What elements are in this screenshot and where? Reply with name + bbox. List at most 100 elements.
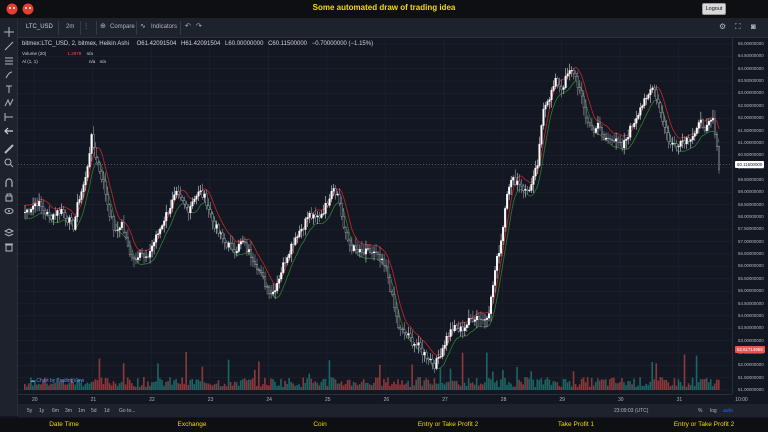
price-tick-label: 54.50000000 (738, 300, 764, 306)
candle-body (26, 209, 29, 213)
candle-body (717, 146, 721, 170)
price-tick-label: 60.50000000 (738, 152, 764, 158)
volume-bar (679, 382, 682, 390)
eye-icon[interactable] (4, 206, 14, 216)
volume-bar (241, 379, 244, 390)
range-button[interactable]: 3m (65, 408, 72, 414)
volume-bar (352, 381, 355, 390)
fib-icon[interactable] (4, 56, 14, 66)
candle-body (219, 232, 222, 234)
chart-type-icon[interactable]: ⫶ (85, 22, 87, 31)
indicators-button[interactable]: Indicators (151, 24, 178, 30)
volume-bar (247, 379, 250, 390)
symbol-search[interactable]: LTC_USD (26, 24, 53, 30)
fullscreen-icon[interactable]: ⛶ (735, 22, 741, 31)
volume-bar (153, 382, 155, 390)
percent-toggle[interactable]: % (698, 408, 703, 414)
trend-line-icon[interactable] (4, 41, 14, 51)
candle-body (653, 87, 656, 91)
compare-icon[interactable]: ⊕ (100, 23, 106, 30)
log-toggle[interactable]: log (710, 408, 717, 414)
legend-series[interactable]: bitmex:LTC_USD, 2, bitmex, Heikin Ashi (22, 41, 129, 47)
back-arrow-icon[interactable] (4, 126, 14, 136)
auto-toggle[interactable]: auto (723, 408, 733, 414)
candle-body (126, 237, 129, 247)
candle-body (627, 136, 630, 140)
volume-bar (685, 386, 688, 390)
price-tick-label: 65.00000000 (738, 41, 764, 46)
volume-bar (56, 378, 58, 390)
volume-label[interactable]: Volume (20) (22, 51, 47, 56)
range-button[interactable]: 1d (104, 408, 110, 414)
legend-open: O61.42091504 (136, 41, 177, 47)
al-na-1: n/a (89, 59, 96, 64)
zoom-icon[interactable] (4, 158, 14, 168)
trash-icon[interactable] (4, 242, 14, 252)
volume-bar (556, 382, 559, 390)
candle-body (185, 203, 188, 208)
candle-body (504, 208, 507, 228)
range-button[interactable]: 1y (39, 408, 45, 414)
volume-bar (124, 384, 127, 390)
candle-body (492, 285, 495, 298)
current-price-tag: 60.11500000 (735, 161, 765, 169)
time-axis[interactable]: 20 21 22 23 24 25 26 27 28 29 30 31 10:00 (18, 394, 748, 404)
volume-bar (306, 378, 309, 390)
interval-selector[interactable]: 2m (66, 24, 75, 30)
logout-button[interactable]: Logout (702, 3, 726, 15)
volume-bar (118, 383, 121, 390)
candle-body (399, 327, 402, 330)
price-chart[interactable] (18, 38, 732, 394)
ruler-icon[interactable] (4, 144, 14, 154)
candle-body (270, 293, 273, 295)
candle-body (613, 140, 616, 142)
candle-body (578, 87, 581, 91)
candle-body (264, 276, 267, 287)
range-button[interactable]: 5d (91, 408, 97, 414)
volume-bar (360, 381, 363, 390)
lock-icon[interactable] (4, 192, 14, 202)
crosshair-icon[interactable] (4, 27, 14, 37)
time-tick-label: 24 (266, 397, 272, 403)
volume-bar (268, 385, 270, 390)
volume-bar (669, 386, 672, 390)
magnet-icon[interactable] (4, 178, 14, 188)
undo-icon[interactable]: ↶ (185, 23, 191, 30)
al-label[interactable]: Al (1, 1) (22, 59, 38, 64)
volume-bar (191, 378, 194, 390)
volume-bar (338, 383, 341, 390)
volume-bar (256, 386, 258, 390)
candle-body (54, 214, 57, 216)
pattern-icon[interactable] (4, 98, 14, 108)
price-axis[interactable]: 65.00000000 64.50000000 64.00000000 63.5000… (732, 38, 768, 394)
settings-icon[interactable]: ⚙ (719, 22, 727, 31)
indicators-icon[interactable]: ∿ (140, 23, 146, 30)
range-button[interactable]: 1m (78, 408, 85, 414)
volume-bar (157, 363, 159, 390)
range-button[interactable]: 6m (52, 408, 59, 414)
redo-icon[interactable]: ↷ (196, 23, 202, 30)
camera-icon[interactable]: ◙ (751, 22, 756, 31)
candle-body (96, 157, 99, 164)
range-button[interactable]: Go to... (119, 408, 136, 414)
tradingview-watermark[interactable]: ☁ Chart by TradingView (30, 378, 84, 384)
brush-icon[interactable] (4, 70, 14, 80)
series-legend: bitmex:LTC_USD, 2, bitmex, Heikin Ashi O… (22, 41, 373, 47)
time-tick-label: 29 (559, 397, 565, 403)
candle-body (479, 318, 482, 320)
candle-body (114, 229, 117, 231)
candle-body (245, 242, 248, 252)
volume-bar (467, 378, 470, 390)
volume-bar (607, 385, 609, 390)
candle-body (570, 70, 573, 72)
range-button[interactable]: 5y (27, 408, 33, 414)
text-icon[interactable] (4, 84, 14, 94)
candle-body (713, 118, 716, 135)
layers-icon[interactable] (4, 228, 14, 238)
volume-bar (574, 384, 577, 390)
time-tick-label: 27 (442, 397, 448, 403)
volume-bar (44, 377, 46, 390)
candle-body (72, 219, 75, 230)
prediction-icon[interactable] (4, 112, 14, 122)
compare-button[interactable]: Compare (110, 24, 135, 30)
